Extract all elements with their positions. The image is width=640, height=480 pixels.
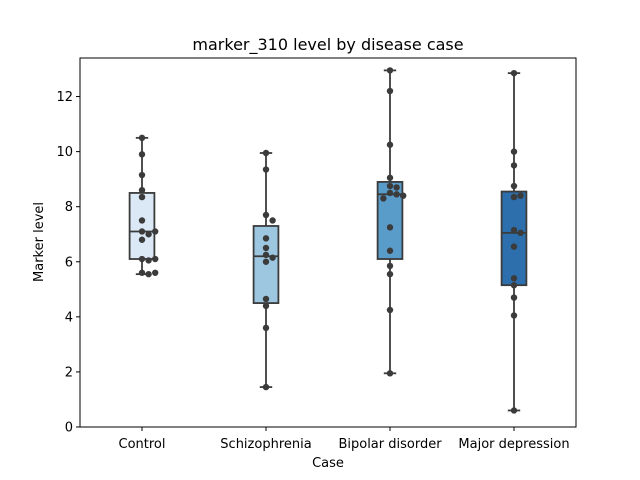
plot-area: 0 2 4 6 8 10 12 Control Schizophrenia Bipolar dis… <box>56 57 577 452</box>
data-point <box>262 258 270 265</box>
data-point <box>510 275 518 282</box>
data-point <box>262 149 270 157</box>
data-point <box>262 211 270 219</box>
x-tick-label: Control <box>119 437 166 452</box>
data-point <box>510 148 518 155</box>
data-point <box>145 270 152 278</box>
data-point <box>262 235 270 242</box>
data-point <box>510 407 518 414</box>
data-point <box>152 269 159 276</box>
y-tick-label: 12 <box>56 90 73 105</box>
data-point <box>510 281 518 289</box>
data-point <box>138 236 146 243</box>
data-point <box>400 192 407 199</box>
data-point <box>138 186 146 194</box>
y-tick-label: 2 <box>65 365 73 380</box>
box-control <box>128 192 156 260</box>
data-point <box>386 87 394 95</box>
x-axis-label: Case <box>312 456 344 471</box>
data-point <box>386 174 394 181</box>
data-point <box>262 302 270 310</box>
data-point <box>138 269 146 276</box>
chart-title: marker_310 level by disease case <box>192 35 463 55</box>
data-point <box>138 193 146 201</box>
data-point <box>152 228 159 235</box>
y-tick-label: 10 <box>56 145 73 160</box>
data-point <box>262 244 270 252</box>
data-point <box>517 192 524 199</box>
data-point <box>386 270 394 278</box>
data-point <box>145 231 152 238</box>
data-point <box>386 67 394 74</box>
y-tick-label: 4 <box>65 310 73 325</box>
data-point <box>386 247 394 254</box>
data-point <box>510 226 518 234</box>
x-tick-label: Major depression <box>458 437 569 452</box>
data-point <box>145 257 152 264</box>
data-point <box>262 324 270 332</box>
data-point <box>262 251 270 259</box>
x-tick-label: Bipolar disorder <box>338 437 442 452</box>
data-point <box>510 69 518 77</box>
data-point <box>510 294 518 301</box>
data-point <box>393 191 400 198</box>
data-point <box>510 312 518 319</box>
data-point <box>269 217 276 224</box>
box-major-depression <box>500 190 528 287</box>
data-point <box>138 255 146 263</box>
plot-frame <box>79 57 577 428</box>
data-point <box>262 383 270 391</box>
data-point <box>386 262 394 270</box>
y-axis-label: Marker level <box>32 202 47 282</box>
data-point <box>386 141 394 148</box>
data-point <box>138 134 146 142</box>
data-point <box>138 217 146 224</box>
data-point <box>152 255 159 263</box>
data-point <box>386 189 394 197</box>
y-tick-label: 8 <box>65 200 73 215</box>
data-point <box>510 162 518 169</box>
y-tick-label: 6 <box>65 255 73 270</box>
data-point <box>517 229 524 237</box>
x-tick-label: Schizophrenia <box>220 437 311 452</box>
data-point <box>262 166 270 173</box>
data-point <box>138 228 146 235</box>
y-tick-label: 0 <box>65 421 73 436</box>
data-point <box>393 184 400 191</box>
data-point <box>138 171 146 179</box>
data-point <box>269 254 276 261</box>
data-point <box>510 193 518 201</box>
data-point <box>386 182 394 190</box>
data-point <box>386 224 394 231</box>
data-point <box>510 182 518 190</box>
data-point <box>510 243 518 250</box>
data-point <box>386 370 394 377</box>
data-point <box>262 295 270 303</box>
data-point <box>138 151 146 158</box>
data-point <box>380 195 387 202</box>
data-point <box>386 306 394 314</box>
